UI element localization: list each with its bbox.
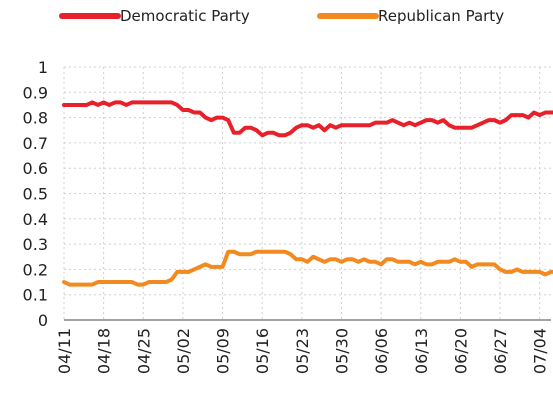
y-tick-label: 0.6 — [23, 159, 48, 178]
y-tick-label: 0.1 — [23, 286, 48, 305]
x-tick-label: 04/25 — [134, 328, 153, 374]
y-axis-tick-labels: 0 0.1 0.2 0.3 0.4 0.5 0.6 0.7 0.8 0.9 1 — [23, 58, 48, 330]
x-tick-label: 05/02 — [174, 328, 193, 374]
x-tick-label: 06/13 — [412, 328, 431, 374]
y-tick-label: 0.7 — [23, 134, 48, 153]
x-tick-label: 05/30 — [332, 328, 351, 374]
x-tick-label: 06/27 — [491, 328, 510, 374]
x-tick-label: 07/04 — [531, 328, 550, 374]
x-tick-label: 05/09 — [214, 328, 233, 374]
x-tick-label: 06/20 — [451, 328, 470, 374]
x-tick-label: 04/18 — [95, 328, 114, 374]
legend-label-democratic: Democratic Party — [120, 7, 250, 25]
series-line-republican — [62, 249, 553, 287]
x-tick-label: 05/16 — [253, 328, 272, 374]
y-tick-label: 0.4 — [23, 210, 48, 229]
y-tick-label: 0.9 — [23, 83, 48, 102]
gridlines — [63, 66, 551, 320]
x-tick-label: 05/23 — [293, 328, 312, 374]
legend-label-republican: Republican Party — [378, 7, 504, 25]
y-tick-label: 1 — [38, 58, 48, 77]
y-tick-label: 0.5 — [23, 185, 48, 204]
series-layer — [62, 100, 553, 287]
y-tick-label: 0.3 — [23, 235, 48, 254]
legend: Democratic Party Republican Party — [59, 7, 504, 25]
y-tick-label: 0 — [38, 311, 48, 330]
y-tick-label: 0.2 — [23, 260, 48, 279]
x-tick-label: 04/11 — [55, 328, 74, 374]
y-tick-label: 0.8 — [23, 109, 48, 128]
series-line-democratic — [62, 100, 553, 138]
x-axis-tick-labels: 04/11 04/18 04/25 05/02 05/09 05/16 05/23 05/30… — [55, 328, 550, 374]
x-tick-label: 06/06 — [372, 328, 391, 374]
